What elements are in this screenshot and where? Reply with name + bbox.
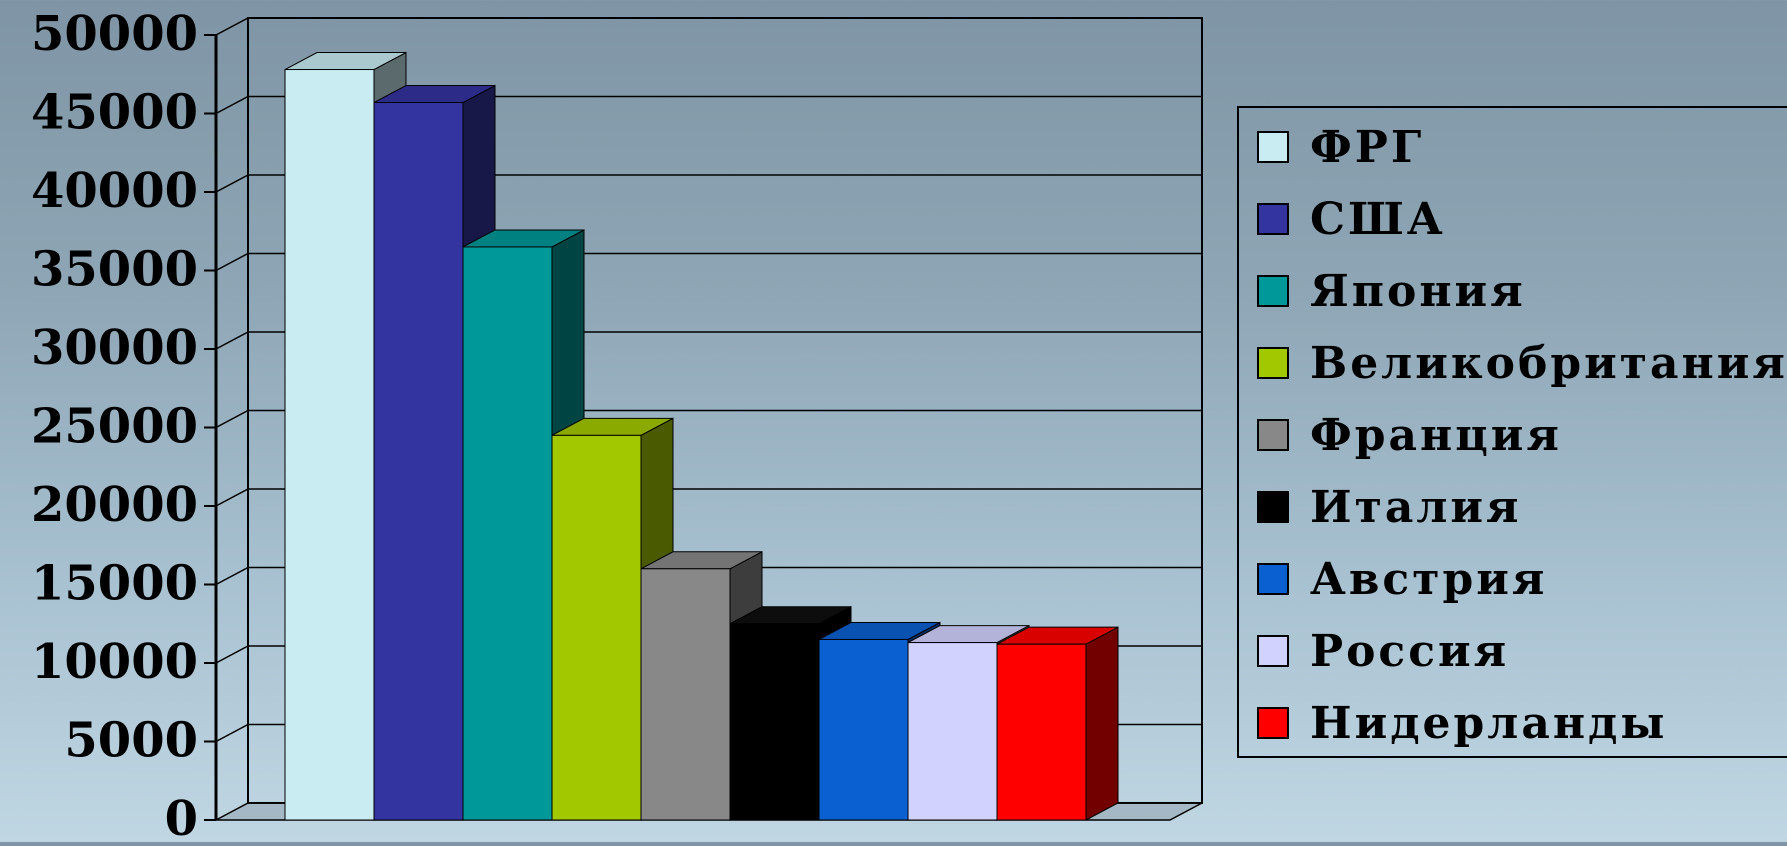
gridline xyxy=(215,488,1202,507)
y-tick-label: 10000 xyxy=(31,634,198,690)
legend-item: Россия xyxy=(1257,626,1509,677)
gridline xyxy=(215,174,1202,193)
legend-item: Нидерланды xyxy=(1257,698,1667,749)
bar-front xyxy=(551,434,642,821)
legend-label: ФРГ xyxy=(1310,122,1424,173)
y-tick-label: 0 xyxy=(165,791,198,842)
gridlines xyxy=(215,17,1202,743)
gridline xyxy=(215,252,1202,272)
bar-front xyxy=(996,643,1087,821)
legend-swatch xyxy=(1257,635,1289,667)
legend-swatch xyxy=(1257,131,1289,163)
legend-swatch xyxy=(1257,347,1289,379)
legend-label: Россия xyxy=(1310,626,1509,677)
y-axis: 0 5000 10000 15000 20000 25000 30000 35000 40000… xyxy=(31,6,216,846)
bar-front xyxy=(373,102,464,821)
legend: ФРГ США Япония Великобритания Франция Италия А… xyxy=(1237,106,1787,758)
legend-item: Япония xyxy=(1257,266,1526,317)
legend-swatch xyxy=(1257,563,1289,595)
legend-label: Япония xyxy=(1310,266,1526,317)
gridline xyxy=(215,95,1202,115)
legend-label: Италия xyxy=(1310,482,1522,533)
bar-front xyxy=(818,638,909,821)
legend-swatch xyxy=(1257,707,1289,739)
bars xyxy=(284,51,1119,821)
legend-item: Великобритания xyxy=(1257,338,1787,389)
y-tick-label: 25000 xyxy=(31,399,198,455)
legend-item: Австрия xyxy=(1257,554,1547,605)
gridline xyxy=(215,566,1202,586)
y-tick-label: 50000 xyxy=(31,6,198,62)
legend-swatch xyxy=(1257,203,1289,235)
y-tick-label: 15000 xyxy=(31,556,198,612)
legend-swatch xyxy=(1257,275,1289,307)
gridline xyxy=(215,331,1202,350)
bar xyxy=(996,626,1119,821)
y-tick-label: 35000 xyxy=(31,242,198,298)
legend-label: Франция xyxy=(1310,410,1562,461)
y-tick-label: 5000 xyxy=(64,713,198,769)
legend-label: США xyxy=(1310,194,1446,245)
y-tick-label: 40000 xyxy=(31,163,198,219)
legend-label: Нидерланды xyxy=(1310,698,1667,749)
bar-front xyxy=(907,642,998,821)
legend-swatch xyxy=(1257,419,1289,451)
bar-front xyxy=(640,568,731,821)
bar-front xyxy=(284,69,375,821)
gridline xyxy=(215,409,1202,429)
y-tick-label: 45000 xyxy=(31,85,198,141)
y-tick-label: 20000 xyxy=(31,477,198,533)
legend-label: Австрия xyxy=(1310,554,1547,605)
bar-front xyxy=(462,246,553,821)
legend-item: США xyxy=(1257,194,1446,245)
legend-box xyxy=(1237,106,1787,758)
y-tick-label: 30000 xyxy=(31,320,198,376)
legend-item: ФРГ xyxy=(1257,122,1424,173)
bar-front xyxy=(729,623,820,821)
legend-item: Франция xyxy=(1257,410,1562,461)
gridline xyxy=(215,17,1202,36)
legend-item: Италия xyxy=(1257,482,1522,533)
legend-swatch xyxy=(1257,491,1289,523)
legend-label: Великобритания xyxy=(1310,338,1787,389)
bar-side xyxy=(1085,626,1119,821)
